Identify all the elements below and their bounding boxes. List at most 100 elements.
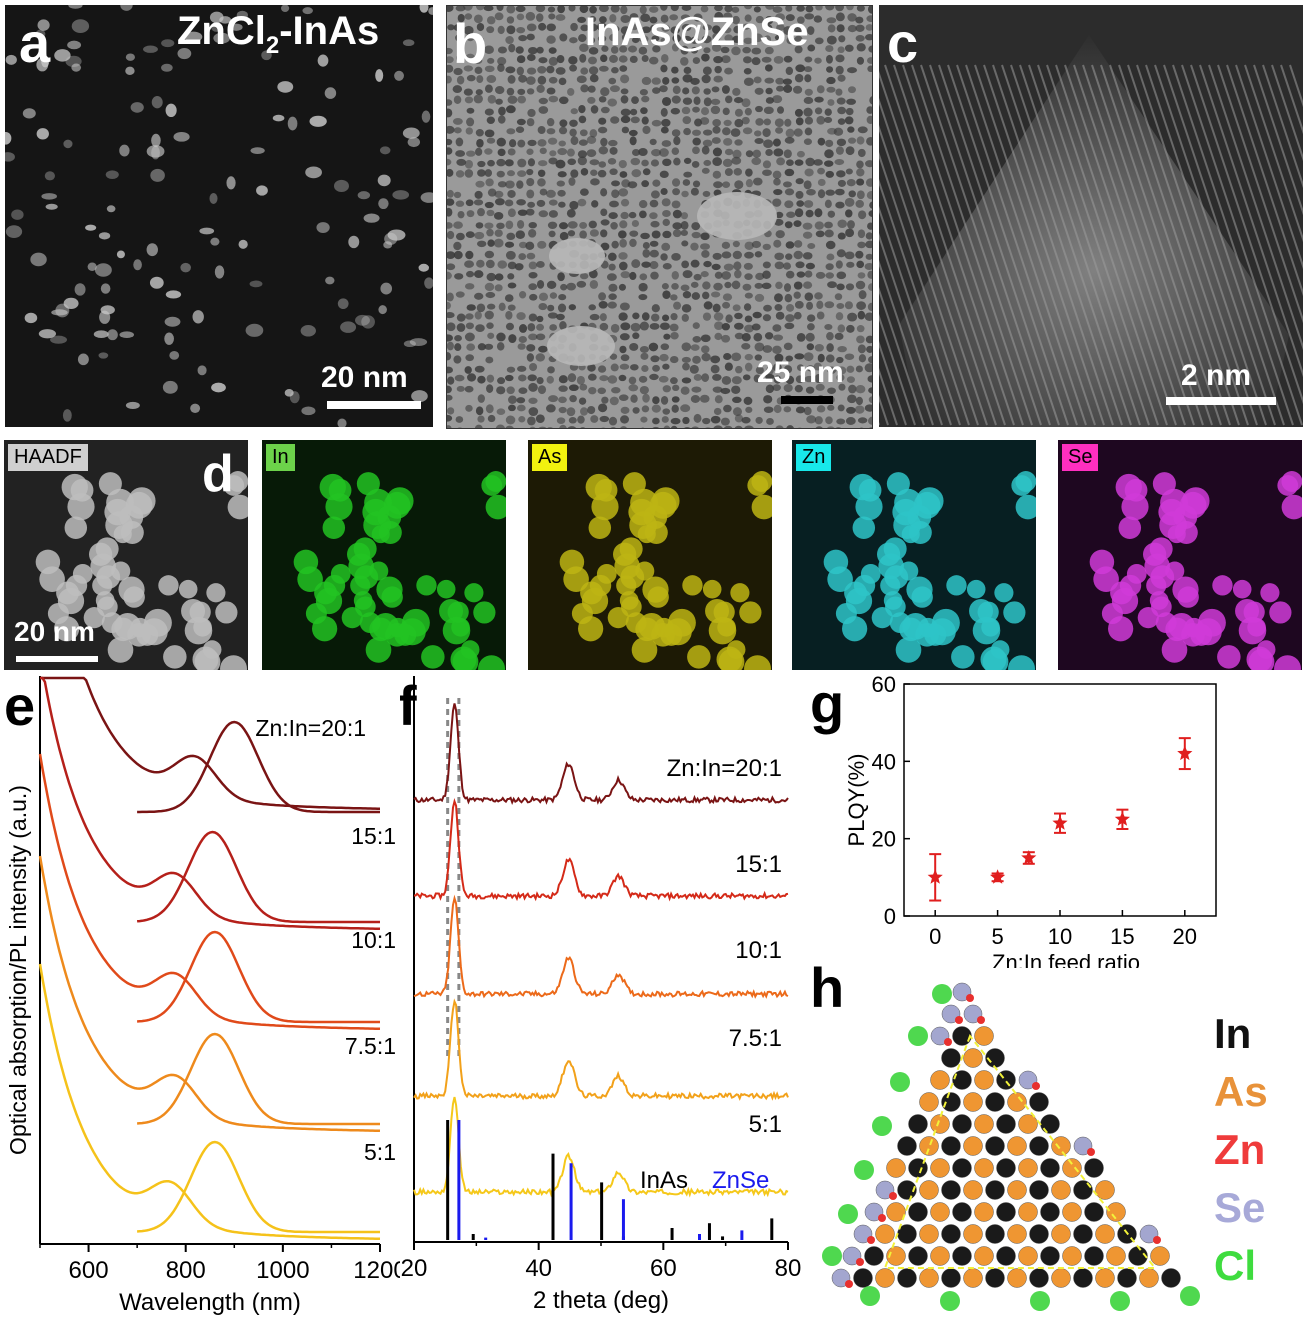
atom — [1161, 1268, 1181, 1288]
y-axis-label: Optical absorption/PL intensity (a.u.) — [5, 785, 31, 1155]
particle — [621, 33, 630, 42]
panel-e-letter: e — [4, 676, 36, 737]
particle — [476, 138, 484, 148]
particle — [703, 97, 712, 107]
particle — [776, 106, 785, 114]
particle — [766, 418, 774, 425]
particle — [751, 57, 761, 66]
particle — [735, 365, 743, 374]
particle — [464, 13, 473, 20]
particle — [690, 187, 699, 196]
particle — [566, 407, 576, 417]
particle — [784, 221, 793, 229]
series-label: 10:1 — [735, 937, 782, 964]
particle — [301, 406, 316, 416]
atom — [1062, 1202, 1082, 1222]
particle — [721, 271, 732, 280]
particle — [238, 239, 248, 249]
particle — [165, 103, 177, 118]
particle — [724, 168, 733, 176]
particle — [518, 387, 528, 394]
particle — [484, 310, 494, 320]
particle — [670, 417, 681, 425]
particle — [394, 70, 404, 81]
particle — [856, 6, 865, 12]
particle — [741, 416, 751, 424]
atom — [952, 1114, 972, 1134]
particle — [867, 65, 872, 73]
particle — [681, 313, 689, 322]
particle — [518, 241, 528, 249]
panel-d-scale-bar — [16, 656, 98, 662]
particle — [732, 35, 742, 44]
particle — [720, 417, 730, 426]
particle — [794, 108, 803, 117]
particle — [631, 169, 642, 178]
particle — [549, 324, 558, 331]
particle — [825, 45, 834, 52]
particle — [825, 189, 835, 196]
particle — [579, 129, 588, 137]
particle — [702, 66, 712, 75]
particle — [465, 322, 474, 330]
atom — [1040, 1158, 1060, 1178]
eds-particle — [305, 602, 327, 625]
particle — [855, 24, 865, 32]
particle — [618, 159, 627, 169]
particle — [24, 312, 38, 324]
particle — [597, 365, 607, 373]
eds-particle — [571, 602, 593, 625]
particle — [628, 129, 638, 137]
particle — [721, 334, 731, 343]
particle — [762, 270, 771, 279]
particle — [588, 23, 598, 32]
particle — [35, 29, 46, 39]
particle — [724, 425, 733, 428]
particle — [712, 386, 723, 393]
particle — [568, 304, 577, 311]
particle — [864, 363, 872, 373]
particle — [558, 406, 567, 414]
eds-particle — [111, 617, 135, 642]
particle — [744, 241, 754, 251]
particle — [682, 291, 692, 299]
eds-map-as: As — [528, 440, 772, 670]
particle — [745, 179, 754, 188]
particle — [857, 272, 866, 279]
data-point — [990, 869, 1006, 884]
particle — [804, 375, 814, 383]
particle — [619, 261, 628, 271]
particle — [546, 118, 555, 127]
particle — [846, 261, 855, 268]
particle — [816, 311, 825, 320]
particle — [558, 375, 568, 384]
atom — [822, 1246, 842, 1266]
particle — [526, 23, 537, 32]
eds-particle — [322, 516, 346, 540]
particle — [505, 374, 514, 382]
particle — [547, 221, 558, 230]
particle — [765, 384, 775, 394]
atom — [941, 1136, 961, 1156]
particle — [591, 200, 599, 208]
particle — [793, 281, 803, 290]
particle — [611, 189, 620, 199]
particle — [723, 12, 733, 21]
particle — [557, 303, 567, 313]
particle — [744, 6, 753, 10]
eds-particle — [416, 575, 437, 596]
x-tick-label: 10 — [1048, 924, 1072, 949]
particle — [507, 75, 516, 84]
particle — [447, 334, 453, 342]
xrd-pattern — [413, 703, 789, 805]
particle — [484, 65, 495, 73]
particle — [630, 157, 641, 166]
atom — [952, 1202, 972, 1222]
particle — [494, 284, 503, 292]
particle — [68, 5, 83, 9]
particle — [557, 148, 568, 156]
particle — [558, 385, 568, 392]
particle — [486, 116, 495, 125]
particle — [384, 232, 398, 245]
particle — [846, 365, 855, 373]
